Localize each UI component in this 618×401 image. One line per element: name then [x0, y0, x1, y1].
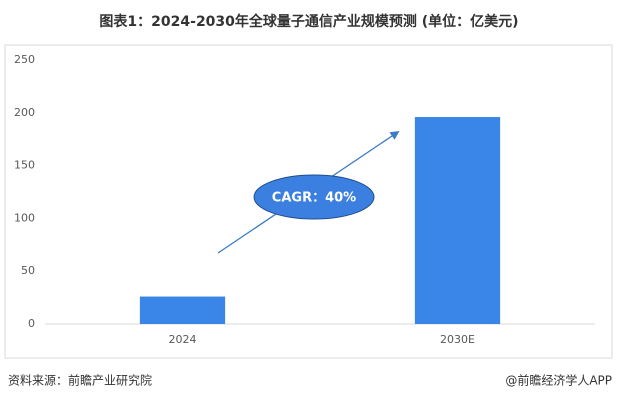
- x-tick-label: 2024: [169, 333, 197, 346]
- y-tick-label: 100: [14, 211, 35, 224]
- credit: @前瞻经济学人APP: [505, 373, 612, 388]
- bar: [139, 296, 226, 324]
- x-tick-label: 2030E: [440, 333, 475, 346]
- y-tick-label: 200: [14, 106, 35, 119]
- y-tick-label: 150: [14, 159, 35, 172]
- chart-title: 图表1：2024-2030年全球量子通信产业规模预测 (单位：亿美元): [99, 13, 518, 30]
- bar: [414, 117, 501, 324]
- chart-frame: [4, 44, 613, 359]
- y-tick-label: 50: [21, 264, 35, 277]
- cagr-bubble: [253, 174, 375, 220]
- y-tick-label: 250: [14, 53, 35, 66]
- source: 资料来源：前瞻产业研究院: [8, 373, 152, 388]
- annotation: CAGR：40%: [272, 191, 356, 206]
- y-tick-label: 0: [28, 317, 35, 330]
